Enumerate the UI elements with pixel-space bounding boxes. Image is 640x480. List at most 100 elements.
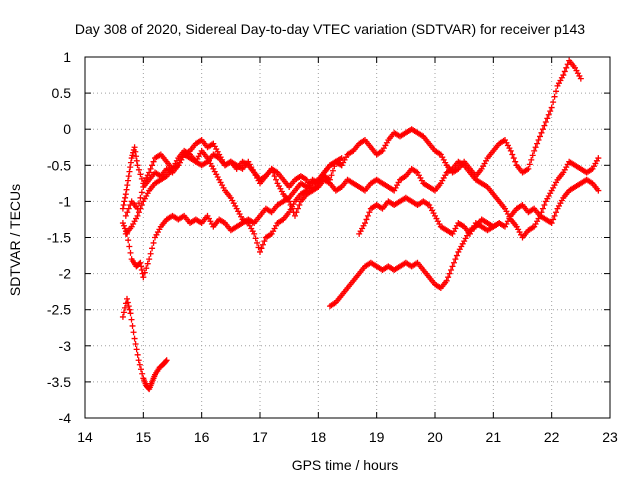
data-point <box>125 177 132 184</box>
data-point <box>452 256 459 263</box>
data-point <box>553 209 560 216</box>
data-point <box>135 357 142 364</box>
data-point <box>539 205 546 212</box>
data-point <box>528 156 535 163</box>
data-point <box>138 189 145 196</box>
data-point <box>443 277 450 284</box>
y-tick-labels: 1 0.5 0 -0.5 -1 -1.5 -2 -2.5 -3 -3.5 -4 <box>47 49 71 426</box>
chart-title: Day 308 of 2020, Sidereal Day-to-day VTE… <box>75 21 585 37</box>
data-point <box>125 173 132 180</box>
data-point <box>296 202 303 209</box>
x-tick-label: 17 <box>252 429 268 445</box>
data-point <box>133 157 140 164</box>
y-tick-label: -3.5 <box>47 374 71 390</box>
data-point <box>338 162 345 169</box>
data-point <box>271 173 278 180</box>
data-point <box>138 202 145 209</box>
data-point <box>124 299 131 306</box>
data-point <box>122 191 129 198</box>
y-tick-label: 0.5 <box>52 85 72 101</box>
data-point <box>595 155 602 162</box>
data-point <box>328 172 335 179</box>
x-axis-label: GPS time / hours <box>292 457 399 473</box>
data-point <box>138 366 144 373</box>
data-point <box>529 152 536 159</box>
data-point <box>553 88 560 95</box>
data-point <box>147 250 154 257</box>
data-point <box>144 260 151 267</box>
data-point <box>329 167 336 174</box>
data-point <box>507 147 514 154</box>
y-tick-label: -0.5 <box>47 157 71 173</box>
data-point <box>512 158 519 165</box>
data-point <box>126 306 133 313</box>
data-point <box>534 140 541 147</box>
data-point <box>135 166 142 173</box>
data-point <box>450 259 457 266</box>
data-point <box>541 202 548 209</box>
data-point <box>261 238 268 245</box>
data-point <box>119 313 126 320</box>
x-tick-label: 23 <box>602 429 618 445</box>
data-point <box>526 161 533 168</box>
data-point <box>509 151 516 158</box>
data-point <box>366 209 373 216</box>
x-tick-label: 20 <box>427 429 443 445</box>
y-tick-label: -2 <box>59 266 72 282</box>
data-point <box>132 340 139 347</box>
data-point <box>445 274 452 281</box>
data-point <box>548 220 555 227</box>
data-point <box>132 148 139 155</box>
data-point <box>273 176 280 183</box>
data-point <box>121 225 128 232</box>
data-point <box>547 108 554 115</box>
grid-lines <box>85 57 610 418</box>
y-tick-label: 1 <box>63 49 71 65</box>
data-point <box>137 194 144 201</box>
data-point <box>254 239 261 246</box>
data-point <box>128 316 135 323</box>
data-point <box>124 209 131 216</box>
data-point <box>146 256 153 263</box>
data-point <box>537 212 543 219</box>
y-tick-label: -1.5 <box>47 230 71 246</box>
data-point <box>163 357 170 364</box>
data-point <box>537 133 543 140</box>
data-point <box>496 220 503 227</box>
data-point <box>122 194 129 201</box>
data-point <box>545 111 552 118</box>
data-point <box>255 244 262 251</box>
data-point <box>541 122 548 129</box>
data-point <box>119 205 126 212</box>
data-point <box>538 129 545 136</box>
data-point <box>251 230 258 237</box>
data-point <box>551 212 558 219</box>
y-tick-label: -4 <box>59 410 72 426</box>
data-point <box>149 162 156 169</box>
data-point <box>595 187 602 194</box>
data-point <box>544 115 551 122</box>
y-tick-label: -1 <box>59 193 72 209</box>
data-point <box>120 202 127 209</box>
x-tick-label: 16 <box>194 429 210 445</box>
data-point <box>539 126 546 133</box>
x-tick-label: 21 <box>486 429 502 445</box>
data-point <box>125 237 132 244</box>
y-tick-label: 0 <box>63 121 71 137</box>
data-point <box>268 165 275 172</box>
x-tick-label: 14 <box>77 429 93 445</box>
data-point <box>130 329 137 336</box>
x-tick-label: 19 <box>369 429 385 445</box>
data-point <box>362 220 368 227</box>
y-tick-label: -3 <box>59 338 72 354</box>
data-point <box>259 241 266 248</box>
satellite-track-6 <box>327 155 602 310</box>
data-point <box>550 216 557 223</box>
data-point <box>448 266 455 273</box>
data-point <box>129 322 136 329</box>
data-point <box>550 99 557 106</box>
data-point <box>538 209 545 216</box>
data-point <box>292 212 298 219</box>
data-point <box>137 259 144 266</box>
data-point <box>257 248 263 255</box>
